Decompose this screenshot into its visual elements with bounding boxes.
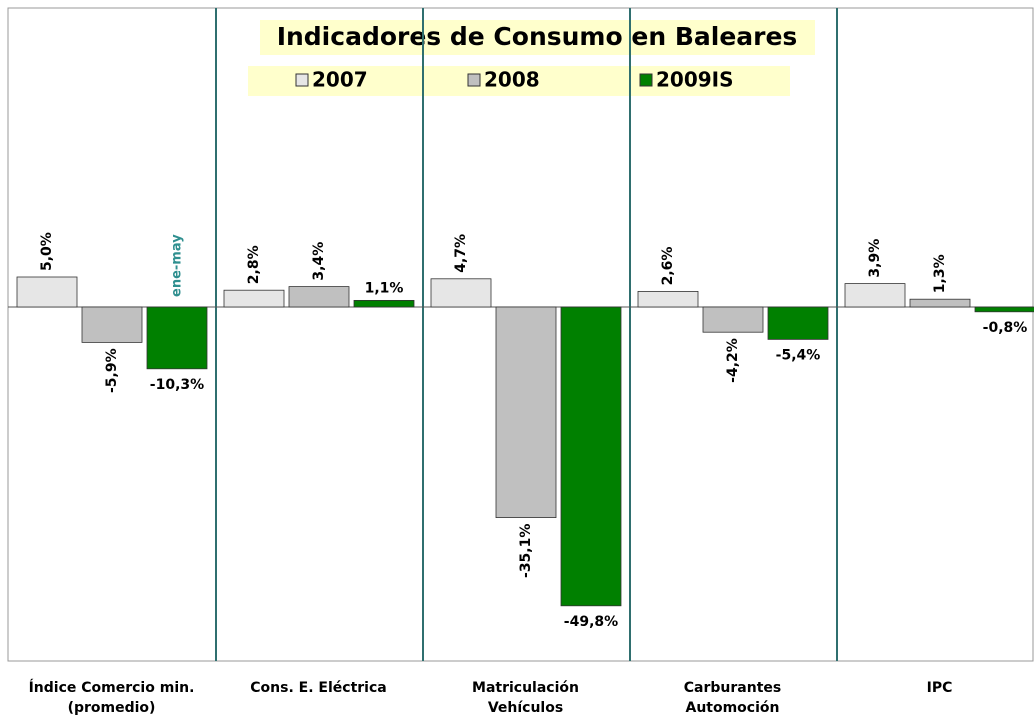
data-label: 3,4% (311, 242, 327, 281)
legend-swatch (467, 73, 481, 87)
bar (430, 278, 492, 308)
data-label: -10,3% (150, 377, 204, 393)
annotation: ene-may (170, 234, 185, 297)
x-tick-label: Índice Comercio min. (promedio) (28, 680, 195, 716)
data-label: 4,7% (453, 234, 469, 273)
bar (495, 306, 557, 519)
legend-box (248, 66, 790, 96)
legend-label: 2008 (484, 68, 540, 92)
title-box (260, 20, 815, 55)
bar (146, 306, 208, 370)
data-label: -5,4% (776, 347, 821, 363)
data-label: 1,3% (932, 254, 948, 293)
data-label: 3,9% (867, 239, 883, 278)
legend-swatch (639, 73, 653, 87)
data-label: 1,1% (365, 280, 404, 296)
bar (702, 306, 764, 333)
bar (637, 290, 699, 308)
bar (223, 289, 285, 308)
data-label: 5,0% (39, 232, 55, 271)
bar (909, 298, 971, 308)
data-label: -35,1% (518, 524, 534, 578)
legend-swatch (295, 73, 309, 87)
bar (353, 299, 415, 308)
chart-title: Indicadores de Consumo en Baleares (277, 22, 798, 51)
x-tick-label: Carburantes Automoción (683, 680, 782, 716)
bar (767, 306, 829, 340)
plot-frame (7, 7, 1034, 662)
data-label: -0,8% (983, 320, 1028, 336)
data-label: 2,6% (660, 247, 676, 286)
data-label: 2,8% (246, 245, 262, 284)
bar (974, 306, 1034, 313)
x-tick-label: Cons. E. Eléctrica (250, 680, 387, 696)
data-label: -4,2% (725, 338, 741, 383)
bar (81, 306, 143, 343)
x-tick-label: IPC (926, 680, 953, 696)
bar (844, 283, 906, 308)
bar (288, 286, 350, 308)
bar (560, 306, 622, 607)
data-label: -5,9% (104, 348, 120, 393)
legend-label: 2007 (312, 68, 368, 92)
bar (16, 276, 78, 308)
data-label: -49,8% (564, 614, 618, 630)
legend-label: 2009IS (656, 68, 734, 92)
x-tick-label: Matriculación Vehículos (472, 680, 579, 716)
